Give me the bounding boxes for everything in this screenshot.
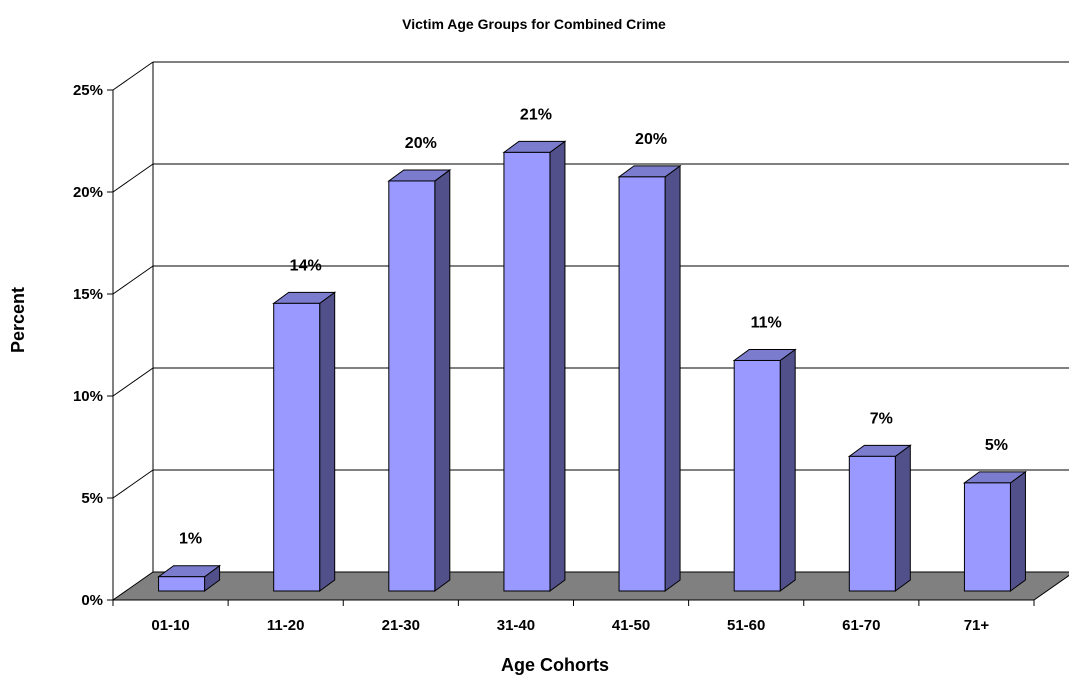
chart-floor xyxy=(111,571,1069,601)
bar-side xyxy=(664,164,681,592)
gridline-side xyxy=(112,163,154,193)
data-label: 21% xyxy=(520,106,552,123)
bar-side xyxy=(319,291,336,592)
data-label: 1% xyxy=(179,531,202,548)
bar-side xyxy=(779,348,796,592)
gridline-side xyxy=(112,367,154,397)
bar-side xyxy=(434,168,451,592)
y-tick-label: 15% xyxy=(73,286,103,303)
bar-side xyxy=(894,444,911,592)
y-tick-label: 5% xyxy=(81,490,103,507)
x-tick-label: 61-70 xyxy=(842,617,880,634)
data-label: 14% xyxy=(290,257,322,274)
bar-side xyxy=(549,140,566,592)
bar xyxy=(388,180,436,592)
bar xyxy=(273,302,321,592)
chart-title: Victim Age Groups for Combined Crime xyxy=(402,16,666,32)
bar xyxy=(963,482,1011,592)
y-tick-label: 10% xyxy=(73,388,103,405)
y-tick-label: 20% xyxy=(73,184,103,201)
x-tick-label: 11-20 xyxy=(267,617,305,634)
bar xyxy=(503,151,551,592)
bar xyxy=(733,359,781,592)
y-tick-label: 25% xyxy=(73,82,103,99)
y-axis-title: Percent xyxy=(8,287,28,353)
x-tick-label: 51-60 xyxy=(727,617,765,634)
data-label: 20% xyxy=(635,131,667,148)
x-tick-label: 41-50 xyxy=(612,617,650,634)
x-tick-label: 71+ xyxy=(964,617,990,634)
plot-area: 0% 5% 10% 15% 20% 25% 1% 01-10 14% 11-20 20% 21-30 2… xyxy=(73,61,1069,634)
data-label: 7% xyxy=(870,410,893,427)
bar-side xyxy=(1009,470,1026,592)
data-label: 20% xyxy=(405,135,437,152)
data-label: 11% xyxy=(751,314,782,331)
gridline-side xyxy=(112,61,154,91)
bar xyxy=(618,176,666,592)
x-axis-title: Age Cohorts xyxy=(501,655,609,675)
gridline-side xyxy=(112,469,154,499)
y-tick-label: 0% xyxy=(81,592,103,609)
bar xyxy=(158,576,206,592)
bar xyxy=(848,455,896,592)
x-tick-label: 21-30 xyxy=(382,617,420,634)
data-label: 5% xyxy=(985,437,1008,454)
x-tick-label: 31-40 xyxy=(497,617,535,634)
x-tick-label: 01-10 xyxy=(151,617,189,634)
gridline-side xyxy=(112,265,154,295)
